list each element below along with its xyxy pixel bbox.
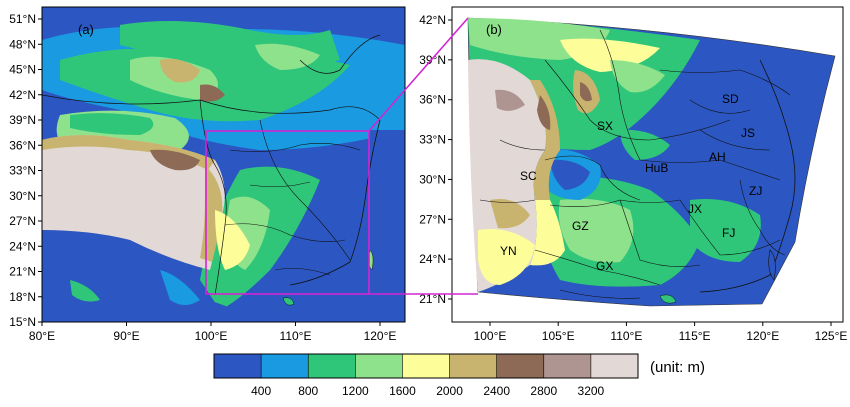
province-label-gz: GZ	[572, 219, 589, 233]
colorbar-tick-label: 3200	[578, 384, 605, 398]
zoom-box	[205, 130, 370, 295]
lat-tick-label: 36°N	[9, 138, 36, 152]
lat-tick-label: 48°N	[9, 37, 36, 51]
lat-tick-label: 36°N	[419, 93, 446, 107]
lat-tick-label: 51°N	[9, 12, 36, 26]
province-label-jx: JX	[688, 202, 702, 216]
panel-a-terrain	[42, 7, 405, 322]
panel-b-lat-ticks: 42°N 39°N 36°N 33°N 30°N 27°N 24°N 21°N	[419, 13, 452, 306]
lat-tick-label: 27°N	[419, 212, 446, 226]
lon-tick-label: 100°E	[195, 329, 228, 343]
colorbar-tick-label: 2000	[436, 384, 463, 398]
lat-tick-label: 33°N	[419, 133, 446, 147]
province-label-fj: FJ	[722, 226, 735, 240]
lat-tick-label: 45°N	[9, 63, 36, 77]
province-label-js: JS	[741, 126, 755, 140]
colorbar-tick-label: 1200	[342, 384, 369, 398]
province-label-ah: AH	[709, 150, 726, 164]
colorbar-swatch	[308, 354, 356, 378]
colorbar-tick-label: 1600	[389, 384, 416, 398]
panel-a-lon-ticks: 80°E 90°E 100°E 110°E 120°E	[29, 322, 396, 343]
lat-tick-label: 18°N	[9, 290, 36, 304]
colorbar-tick-label: 2400	[483, 384, 510, 398]
lon-tick-label: 110°E	[280, 329, 312, 343]
lon-tick-label: 80°E	[29, 329, 55, 343]
colorbar-tick-label: 800	[298, 384, 318, 398]
colorbar-frame	[213, 353, 639, 379]
province-label-sc: SC	[520, 169, 537, 183]
lon-tick-label: 120°E	[364, 329, 397, 343]
lat-tick-label: 39°N	[419, 53, 446, 67]
lat-tick-label: 42°N	[419, 13, 446, 27]
lat-tick-label: 30°N	[9, 189, 36, 203]
colorbar-swatch	[543, 354, 592, 378]
colorbar-tick-label: 400	[251, 384, 271, 398]
lat-tick-label: 24°N	[9, 239, 36, 253]
lon-tick-label: 105°E	[542, 329, 575, 343]
colorbar-tick-label: 2800	[530, 384, 557, 398]
lon-tick-label: 100°E	[474, 329, 507, 343]
lon-tick-label: 110°E	[610, 329, 642, 343]
lon-tick-label: 120°E	[746, 329, 779, 343]
province-labels: SD SX JS AH HuB SC ZJ JX GZ FJ YN GX	[500, 92, 762, 273]
colorbar-swatch	[590, 354, 639, 378]
lat-tick-label: 33°N	[9, 164, 36, 178]
zoom-connector-top	[368, 17, 469, 132]
panel-a-lat-ticks: 51°N 48°N 45°N 42°N 39°N 36°N 33°N 30°N 27°N 24°N…	[9, 12, 42, 329]
colorbar-swatch	[214, 354, 262, 378]
panel-b-frame	[451, 6, 844, 323]
colorbar-unit: (unit: m)	[650, 359, 705, 376]
lat-tick-label: 39°N	[9, 113, 36, 127]
lon-tick-label: 125°E	[815, 329, 848, 343]
lat-tick-label: 24°N	[419, 252, 446, 266]
province-label-zj: ZJ	[749, 184, 762, 198]
lat-tick-label: 21°N	[9, 265, 36, 279]
colorbar-swatch	[449, 354, 497, 378]
panel-b-lon-ticks: 100°E 105°E 110°E 115°E 120°E 125°E	[474, 322, 848, 343]
province-label-sx: SX	[597, 119, 613, 133]
panel-b: 42°N39°N36°N33°N30°N27°N24°N21°N 100°E 10…	[419, 6, 848, 343]
colorbar-swatch	[355, 354, 403, 378]
panel-b-terrain	[467, 17, 836, 307]
province-label-yn: YN	[500, 244, 517, 258]
lat-tick-label: 30°N	[419, 172, 446, 186]
panel-a-frame	[41, 6, 406, 323]
lat-tick-label: 27°N	[9, 214, 36, 228]
colorbar-swatch	[261, 354, 309, 378]
lat-tick-label: 21°N	[419, 292, 446, 306]
province-label-gx: GX	[596, 259, 613, 273]
lat-tick-label: 15°N	[9, 315, 36, 329]
colorbar: 400 800 1200 1600 2000 2400 2800 3200	[213, 353, 639, 398]
lon-tick-label: 90°E	[113, 329, 139, 343]
province-label-sd: SD	[722, 92, 739, 106]
lat-tick-label: 42°N	[9, 88, 36, 102]
colorbar-swatch	[496, 354, 545, 378]
lon-tick-label: 115°E	[679, 329, 711, 343]
panel-a: 51°N 48°N 45°N 42°N 39°N 36°N 33°N 30°N 27°N 24°N…	[9, 6, 406, 343]
panel-a-label: (a)	[78, 22, 94, 37]
colorbar-swatch	[402, 354, 450, 378]
panel-b-label: (b)	[486, 22, 502, 37]
province-label-hub: HuB	[645, 161, 668, 175]
